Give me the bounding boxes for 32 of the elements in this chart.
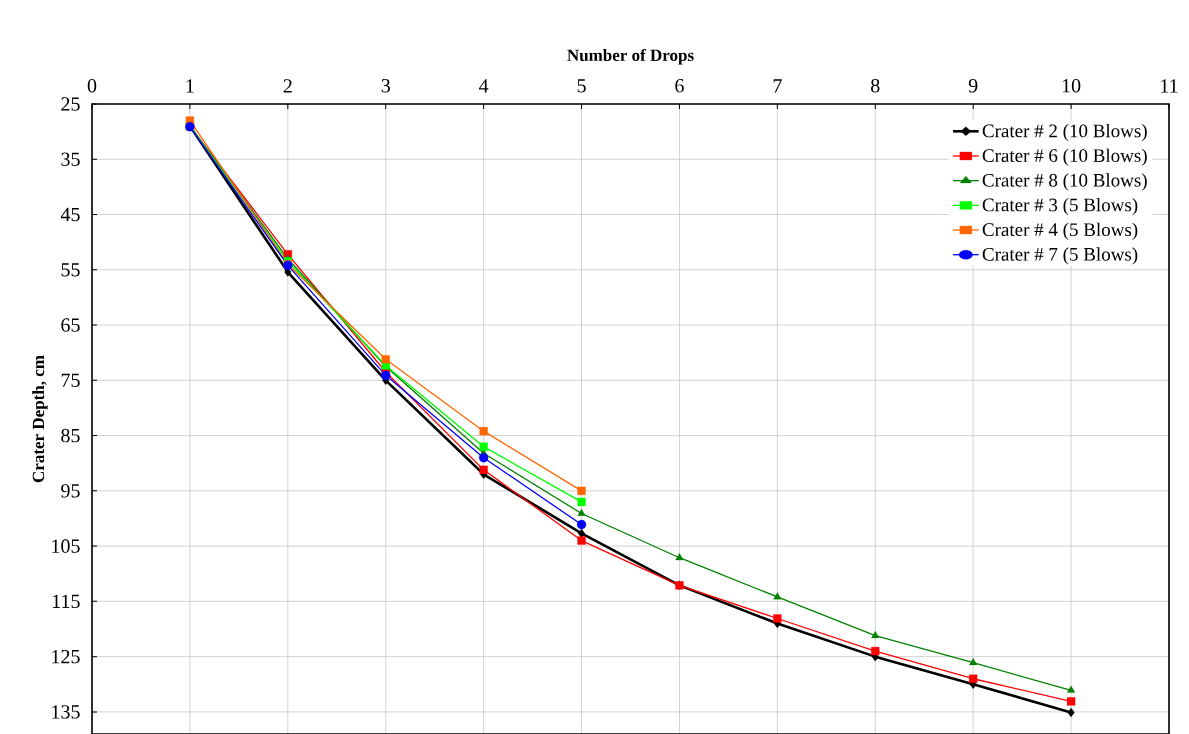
x-axis-title: Number of Drops [567,48,694,65]
legend-label: Crater # 4 (5 Blows) [982,222,1138,240]
y-tick-label: 105 [52,539,80,553]
y-tick-label: 125 [52,649,80,664]
y-axis-title: Crater Depth, cm [32,355,48,483]
x-tick-label: 2 [283,79,292,93]
y-tick-label: 135 [52,705,80,719]
y-tick-label: 65 [61,318,80,332]
legend-label: Crater # 8 (10 Blows) [982,173,1147,191]
x-tick-label: 10 [1062,78,1081,93]
x-tick-label: 1 [186,79,194,93]
y-tick-label: 115 [52,594,80,609]
legend-label: Crater # 7 (5 Blows) [982,247,1138,265]
legend-label: Crater # 6 (10 Blows) [982,148,1147,166]
x-tick-label: 5 [577,79,586,93]
y-tick-label: 85 [61,428,80,443]
x-tick-label: 7 [773,79,782,93]
x-tick-label: 9 [968,79,978,93]
x-tick-label: 4 [479,79,489,93]
y-tick-label: 25 [61,97,80,111]
x-tick-label: 0 [87,78,97,93]
y-tick-label: 75 [61,373,80,387]
y-tick-label: 45 [60,207,80,222]
y-tick-label: 55 [61,263,80,277]
x-tick-label: 11 [1161,79,1178,93]
y-tick-label: 35 [61,152,80,166]
x-tick-label: 6 [675,79,684,93]
x-tick-label: 8 [871,78,880,93]
legend-label: Crater # 2 (10 Blows) [982,123,1147,142]
y-tick-label: 95 [61,484,80,498]
x-tick-label: 3 [381,79,390,93]
legend-label: Crater # 3 (5 Blows) [982,198,1138,216]
